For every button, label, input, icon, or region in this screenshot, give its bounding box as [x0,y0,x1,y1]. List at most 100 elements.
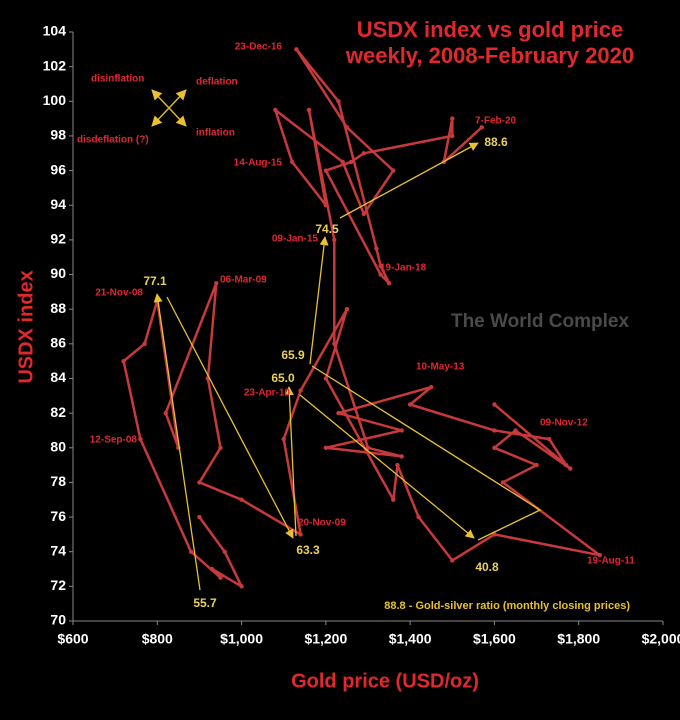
date-label: 09-Nov-12 [540,418,588,429]
point [344,306,350,312]
point [395,462,400,468]
y-tick-label: 86 [50,335,66,351]
point [386,280,392,286]
point [416,514,421,520]
point [568,466,573,471]
ratio-label: 77.1 [143,274,167,288]
quadrant-arrow [151,89,187,127]
ratio-arrow [166,296,294,539]
point [450,116,455,121]
point [513,428,518,433]
date-label: 23-Dec-16 [235,42,283,53]
point [239,497,244,502]
y-tick-label: 74 [50,542,66,558]
point [281,436,286,442]
ratio-label: 65.0 [271,371,295,385]
point [391,168,396,173]
point [378,272,383,277]
ratio-label: 65.9 [281,348,305,362]
ratio-arrow [311,365,542,541]
point [492,428,497,433]
date-label: 7-Feb-20 [475,116,517,127]
ratio-arrow [339,142,479,219]
ratio-arrows [153,142,542,591]
point [239,584,244,589]
point [429,384,434,390]
y-tick-label: 80 [50,438,66,454]
date-label: 14-Aug-15 [234,158,283,169]
ratio-label: 40.8 [475,560,499,574]
point [534,462,539,468]
point [378,263,383,269]
quadrant-label: disdeflation (?) [77,135,149,146]
point [479,125,484,130]
point [298,388,303,393]
y-tick-label: 92 [50,231,66,247]
x-tick-label: $1,200 [304,631,347,647]
y-tick-label: 98 [50,127,66,143]
point [209,566,215,572]
point [336,410,341,416]
chart-title: USDX index vs gold price [357,17,624,42]
point [450,133,455,139]
point [323,203,329,208]
date-label: 21-Nov-08 [95,288,143,299]
point [306,107,312,113]
date-label: 09-Jan-15 [272,234,319,245]
date-label: 20-Nov-09 [298,518,346,529]
y-tick-label: 96 [50,161,66,177]
x-tick-label: $2,000 [642,631,680,647]
x-tick-label: $1,800 [557,631,600,647]
ratio-arrow [299,394,475,539]
point [492,402,497,407]
y-tick-label: 102 [43,57,67,73]
point [340,159,345,165]
point [450,558,455,563]
date-label: 06-Mar-09 [220,275,267,286]
y-tick-label: 90 [50,265,66,281]
y-tick-label: 88 [50,300,66,316]
point [222,549,227,554]
point [492,445,497,450]
ratio-note: 88.8 - Gold-silver ratio (monthly closin… [384,600,630,612]
point [142,341,147,347]
ratio-label: 55.7 [193,596,217,610]
y-axis-label: USDX index [15,270,37,383]
plot-area [121,47,602,589]
x-tick-label: $1,400 [389,631,432,647]
x-axis-label: Gold price (USD/oz) [291,670,479,692]
y-tick-label: 70 [50,612,66,628]
point [348,159,354,165]
point [332,341,337,347]
ratio-label: 63.3 [296,543,320,557]
point [121,358,126,364]
ratio-label: 88.6 [484,135,508,149]
point [332,237,337,243]
chart-subtitle: weekly, 2008-February 2020 [345,43,634,68]
point [361,151,366,156]
y-tick-label: 82 [50,404,66,420]
y-tick-label: 84 [50,369,66,385]
point [323,376,329,381]
date-label: 12-Sep-08 [90,435,138,446]
point [399,428,404,433]
y-tick-label: 100 [43,92,67,108]
y-tick-label: 94 [50,196,66,212]
point [294,47,299,52]
ratio-arrow [309,236,329,365]
point [298,532,303,537]
point [218,445,223,450]
watermark: The World Complex [451,311,629,332]
point [138,436,143,442]
x-tick-label: $600 [57,631,88,647]
y-tick-label: 76 [50,508,66,524]
point [197,480,202,485]
point [197,514,202,520]
y-tick-label: 104 [43,23,67,39]
point [273,107,278,113]
point [188,549,194,554]
x-tick-label: $800 [142,631,173,647]
date-label: 23-Apr-10 [244,388,291,399]
point [365,445,371,450]
